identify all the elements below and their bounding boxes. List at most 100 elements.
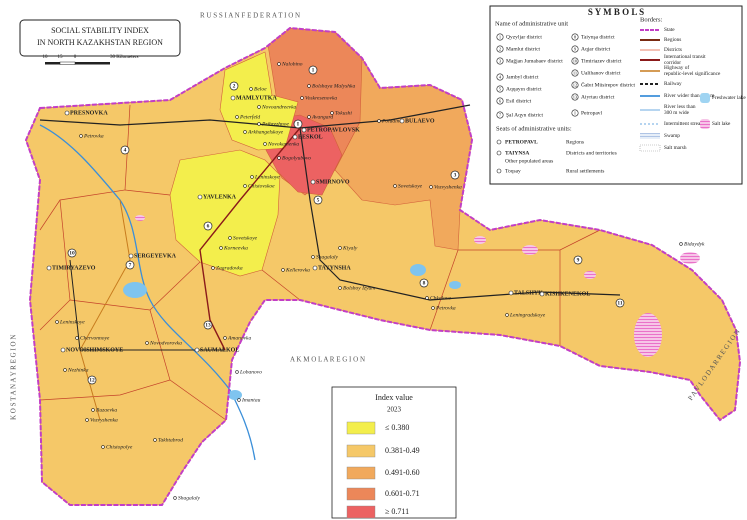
- district-name: Jambyl district: [506, 74, 539, 80]
- place-label: TAYYNSHA: [318, 265, 351, 271]
- place-label: PRESNOVKA: [70, 110, 108, 116]
- place-label: Imantau: [241, 397, 261, 403]
- settlement-marker: [249, 87, 253, 91]
- district-number: 12: [89, 378, 95, 384]
- district-border: [261, 269, 301, 301]
- place-label: Leninskoye: [59, 319, 85, 325]
- district-number: 11: [617, 301, 622, 307]
- place-label: Shagalaly: [316, 254, 339, 260]
- symbols-legend: S Y M B O L S Name of administrative uni…: [489, 5, 746, 185]
- district-badge: [571, 33, 579, 41]
- settlement-marker: [257, 122, 261, 126]
- index-title: Index value: [375, 393, 413, 402]
- border-label: River less than 300 m wide: [664, 104, 696, 116]
- place-label: Pribrezhnoe: [261, 121, 290, 127]
- scale-label: 10: [43, 55, 49, 60]
- border-label: Regions: [664, 37, 681, 43]
- seat-marker: [301, 127, 307, 133]
- symbols-title: S Y M B O L S: [588, 7, 644, 17]
- seat-example: Other populated areas: [505, 158, 553, 164]
- district-number: 9: [574, 46, 577, 51]
- settlement-marker: [250, 175, 254, 179]
- district-badge: [615, 298, 625, 308]
- seat-marker: [230, 95, 236, 101]
- settlement-marker: [237, 398, 241, 402]
- seat-symbol: [496, 150, 502, 156]
- district-badge: [496, 111, 504, 119]
- place-label: Ruzaevka: [95, 407, 117, 413]
- settlement-marker: [330, 111, 334, 115]
- place-label: SAUMALKOL: [200, 347, 239, 353]
- district-border: [429, 249, 459, 331]
- place-label: Korneevka: [223, 245, 248, 251]
- seat-marker: [197, 194, 203, 200]
- lake-label: Freshwater lake: [712, 95, 746, 101]
- lake: [449, 281, 461, 289]
- class-label: 0.601-0.71: [385, 489, 420, 498]
- borders-heading: Borders:: [640, 16, 663, 23]
- settlement-marker: [505, 313, 509, 317]
- district-number: 7: [499, 112, 502, 117]
- district-name: Mağjan Jumabaev district: [506, 57, 563, 64]
- district-number: 12: [573, 82, 578, 87]
- class-swatch: [346, 487, 376, 501]
- place-label: Leningradskoye: [509, 312, 546, 318]
- index-legend: Index value 2023 ≤ 0.380 0.381-0.49 0.491-…: [331, 386, 457, 519]
- settlement-marker: [257, 105, 261, 109]
- seat-marker: [128, 253, 134, 259]
- salt-lake: [522, 245, 538, 255]
- border-label: Districts: [664, 47, 682, 53]
- neighbour-label: K O S T A N A Y R E G I O N: [10, 335, 18, 420]
- place-label: Avangard: [311, 114, 333, 120]
- district-border: [124, 189, 171, 196]
- district-name: Şal Aqyn district: [506, 112, 543, 118]
- seat-example: Toqsay: [505, 168, 521, 174]
- seat-meaning: Districts and territories: [566, 150, 617, 156]
- settlement-marker: [263, 142, 267, 146]
- railway: [39, 104, 471, 129]
- salt-lake: [634, 313, 662, 357]
- settlement-marker: [228, 236, 232, 240]
- district-badge: [229, 81, 239, 91]
- railway: [69, 259, 225, 351]
- settlement-marker: [79, 134, 83, 138]
- place-label: SMIRNOVO: [316, 179, 350, 185]
- district-badge: [571, 93, 579, 101]
- settlement-marker: [277, 156, 281, 160]
- neighbour-label: R U S S I A N F E D E R A T I O N: [200, 12, 300, 20]
- border-label: State: [664, 27, 675, 33]
- place-label: Nalobino: [281, 61, 303, 67]
- class-label: ≤ 0.380: [385, 423, 409, 432]
- place-label: Peterfeld: [239, 113, 260, 120]
- settlement-marker: [431, 306, 435, 310]
- place-label: Chervonnoye: [80, 335, 110, 341]
- place-label: Chkalovo: [430, 295, 451, 301]
- place-label: Nezhinka: [67, 367, 89, 373]
- place-label: TIMIRYAZEVO: [52, 265, 96, 271]
- place-label: Leninskoye: [254, 174, 280, 180]
- district-badge: [571, 109, 579, 117]
- place-label: Bolshaya Malyshka: [312, 83, 355, 89]
- settlement-marker: [223, 336, 227, 340]
- district-number: 1: [499, 34, 501, 39]
- units-heading: Name of administrative unit: [495, 20, 568, 27]
- place-label: KISHKENEKOL: [545, 291, 590, 297]
- settlement-marker: [307, 115, 311, 119]
- district-badge: [496, 85, 504, 93]
- district-border: [169, 379, 227, 421]
- border-label: Railway: [664, 81, 682, 87]
- scale-label: 15: [58, 55, 64, 60]
- settlement-marker: [377, 119, 381, 123]
- settlement-marker: [300, 96, 304, 100]
- lake-swatch: [700, 93, 710, 103]
- place-label: Petrovka: [83, 133, 104, 139]
- place-label: Voskresenovka: [305, 95, 337, 101]
- settlement-marker: [235, 115, 239, 119]
- place-label: Poludino: [381, 118, 402, 124]
- district-badge: [573, 255, 583, 265]
- place-label: Novodvorovka: [149, 340, 182, 346]
- district-badge: [203, 320, 213, 330]
- settlement-marker: [235, 370, 239, 374]
- place-label: Bogolyubovo: [282, 155, 311, 161]
- hydrography: [39, 124, 700, 461]
